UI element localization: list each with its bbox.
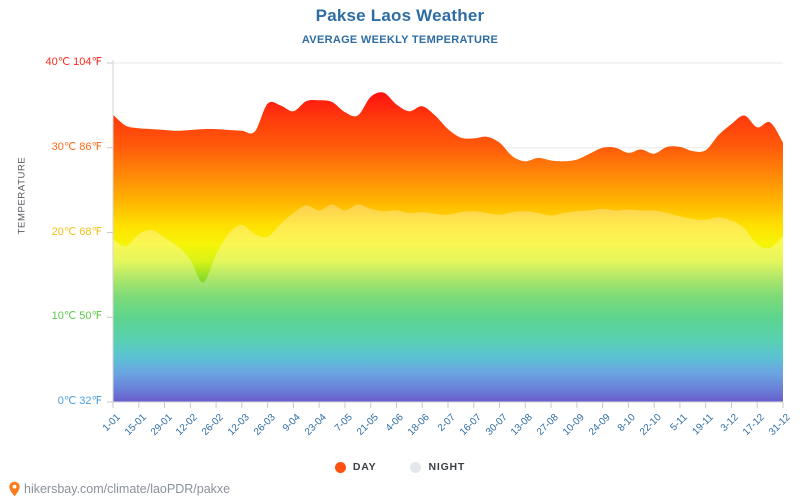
page-title: Pakse Laos Weather [315,6,485,25]
axis-ticks [107,62,784,408]
y-axis-tick-label: 20℃ 68℉ [51,225,102,238]
footer: hikersbay.com/climate/laoPDR/pakxe [8,481,230,497]
night-temperature-area [113,204,783,402]
y-axis-tick-label: 30℃ 86℉ [51,140,102,153]
legend-item-day[interactable]: DAY [334,461,377,473]
y-axis-tick-label: 10℃ 50℉ [51,310,102,323]
footer-url: hikersbay.com/climate/laoPDR/pakxe [24,482,231,496]
legend-label-night: NIGHT [428,461,466,473]
legend-label-day: DAY [352,461,377,473]
y-axis-tick-label: 0℃ 32℉ [57,395,102,407]
legend-item-night[interactable]: NIGHT [410,461,465,473]
chart-legend: DAY NIGHT [0,461,800,473]
y-axis-tick-label: 40℃ 104℉ [45,56,102,68]
filled-circle-icon [410,461,422,473]
filled-circle-icon [334,461,346,473]
chart-subtitle: AVERAGE WEEKLY TEMPERATURE [301,34,499,46]
day-temperature-area [113,92,783,402]
map-pin-icon [8,481,21,497]
